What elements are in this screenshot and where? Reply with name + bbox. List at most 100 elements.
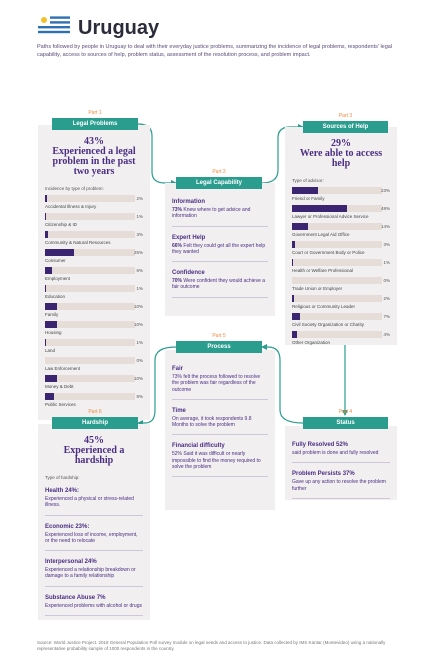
bar (45, 321, 57, 328)
bar (45, 285, 47, 292)
value-label: 14% (380, 224, 390, 229)
bar-row: 1% Citizenship & ID (45, 213, 143, 231)
bar-track (45, 267, 135, 274)
value-label: 25% (133, 250, 143, 255)
headline: Experienced a hardship (63, 445, 125, 466)
bar-track (292, 277, 382, 284)
item-text: 66% Felt they could get all the expert h… (172, 243, 268, 256)
item-text: Experienced a physical or stress-related… (45, 496, 134, 509)
item-heading: Information (172, 199, 205, 205)
category-label: Religious or Community Leader (292, 304, 356, 309)
item-desc: Felt they could get all the expert help … (172, 242, 266, 255)
bar (45, 375, 57, 382)
item: Financial difficulty 52% Said it was diff… (172, 439, 268, 477)
bar (45, 267, 52, 274)
item: Time On average, it took respondents 9.8 … (172, 404, 268, 436)
bar-row: 6% Employment (45, 267, 143, 285)
bar-track (292, 205, 382, 212)
item-heading: Economic 23%: (45, 523, 90, 530)
value-label: 0% (136, 358, 143, 363)
bar (45, 195, 48, 202)
bar-track (45, 213, 135, 220)
item-text: 73% Knew where to get advice and informa… (172, 207, 268, 220)
bar-row: 23% Friend or Family (292, 187, 390, 205)
value-label: 0% (383, 278, 390, 283)
card: Fair 73% felt the process followed to res… (165, 350, 275, 510)
section-title: Hardship (52, 417, 138, 429)
category-label: Law Enforcement (45, 366, 81, 371)
card: Information 73% Knew where to get advice … (165, 183, 275, 316)
item-heading: Expert Help (172, 234, 206, 241)
value-label: 1% (136, 286, 143, 291)
item: Information 73% Knew where to get advice … (172, 195, 268, 227)
value-label: 6% (136, 268, 143, 273)
item-text: 52% Said it was difficult or nearly impo… (172, 451, 261, 470)
value-label: 10% (133, 322, 143, 327)
item-text: Experienced a relationship breakdown or … (45, 567, 136, 580)
bar-row: 7% Civil Society Organization or Charity (292, 313, 390, 331)
bar-row: 0% Trade Union or Employer (292, 277, 390, 295)
part-label: Part 2 (212, 169, 226, 175)
section-title: Legal Capability (176, 177, 262, 189)
card: 29% Were able to access help Type of advis… (285, 127, 397, 345)
card: Fully Resolved 52% said problem is done a… (285, 426, 397, 500)
item-heading: Substance Abuse 7% (45, 594, 106, 601)
bar-row: 2% Accidental Illness & Injury (45, 195, 143, 213)
bar-track (45, 285, 135, 292)
item-heading: Health 24%: (45, 488, 80, 494)
item: Fully Resolved 52% said problem is done a… (292, 438, 390, 464)
value-label: 2% (136, 196, 143, 201)
bar-row: 1% Education (45, 285, 143, 303)
item-text: Experienced loss of income, employment, … (45, 531, 138, 544)
part-label: Part 1 (88, 110, 102, 116)
value-label: 7% (383, 314, 390, 319)
value-label: 23% (380, 188, 390, 193)
value-label: 3% (136, 232, 143, 237)
subtitle: Incidence by type of problem: (45, 186, 104, 191)
category-label: Education (45, 294, 66, 299)
bar-track (292, 295, 382, 302)
bar (292, 259, 294, 266)
item-text: 70% Were confident they would achieve a … (172, 278, 268, 291)
bar-track (292, 241, 382, 248)
value-label: 4% (383, 332, 390, 337)
bar (292, 205, 348, 212)
bar-track (45, 393, 135, 400)
value-label: 1% (136, 340, 143, 345)
bar-track (45, 375, 135, 382)
footer: Source: World Justice Project. 2018 Gene… (37, 640, 386, 652)
bar (45, 249, 74, 256)
bar-track (45, 195, 135, 202)
intro: Paths followed by people in Uruguay to d… (37, 44, 393, 58)
item: Expert Help 66% Felt they could get all t… (172, 231, 268, 262)
value-label: 2% (383, 296, 390, 301)
bar-track (45, 339, 135, 346)
section-title: Status (303, 417, 388, 429)
item: Problem Persists 37% Gave up any action t… (292, 467, 390, 499)
item: Confidence 70% Were confident they would … (172, 266, 268, 298)
category-label: Family (45, 312, 59, 317)
value-label: 10% (133, 304, 143, 309)
headline: Were able to access help (299, 148, 383, 169)
bar-row: 0% Law Enforcement (45, 357, 143, 375)
bar-row: 14% Government Legal Aid Office (292, 223, 390, 241)
bar (45, 339, 47, 346)
bar (45, 213, 47, 220)
bar (292, 295, 295, 302)
category-label: Court or Government Body or Police (292, 250, 365, 255)
item-desc: Knew where to get advice and information (172, 207, 251, 220)
bar-track (45, 357, 135, 364)
item-stat: 70% (172, 278, 183, 284)
section-title: Sources of Help (303, 121, 388, 133)
bar (292, 187, 319, 194)
bar-track (292, 313, 382, 320)
bar (45, 393, 55, 400)
item-text: Gave up any action to resolve the proble… (292, 479, 386, 492)
part-label: Part 4 (338, 409, 353, 415)
bar (292, 313, 301, 320)
item-heading: Time (172, 407, 186, 414)
category-label: Land (45, 348, 56, 353)
bar-track (292, 223, 382, 230)
category-label: Friend or Family (292, 196, 325, 201)
